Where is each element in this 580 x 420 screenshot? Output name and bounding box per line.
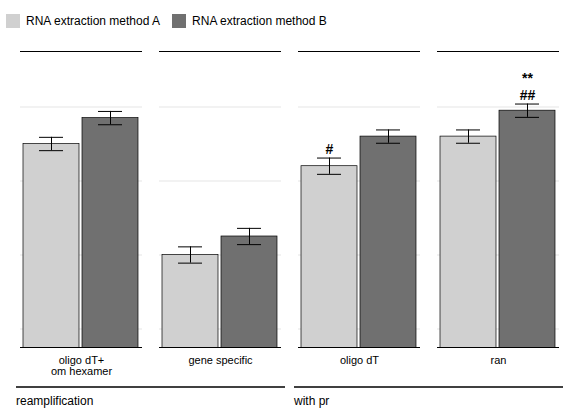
svg-text:#: # xyxy=(326,141,334,157)
svg-text:ran: ran xyxy=(491,354,507,366)
svg-text:oligo dT+om hexamer: oligo dT+om hexamer xyxy=(51,354,112,377)
html-text:RNA extraction method B: RNA extraction method B xyxy=(192,13,327,28)
html-text:RNA extraction method A: RNA extraction method A xyxy=(26,13,161,28)
svg-text:gene specific: gene specific xyxy=(188,354,253,366)
svg-text:**: ** xyxy=(522,70,533,86)
svg-text:reamplification: reamplification xyxy=(16,394,93,408)
svg-text:with pr: with pr xyxy=(293,394,329,408)
svg-text:oligo dT: oligo dT xyxy=(340,354,379,366)
svg-text:##: ## xyxy=(520,87,536,103)
